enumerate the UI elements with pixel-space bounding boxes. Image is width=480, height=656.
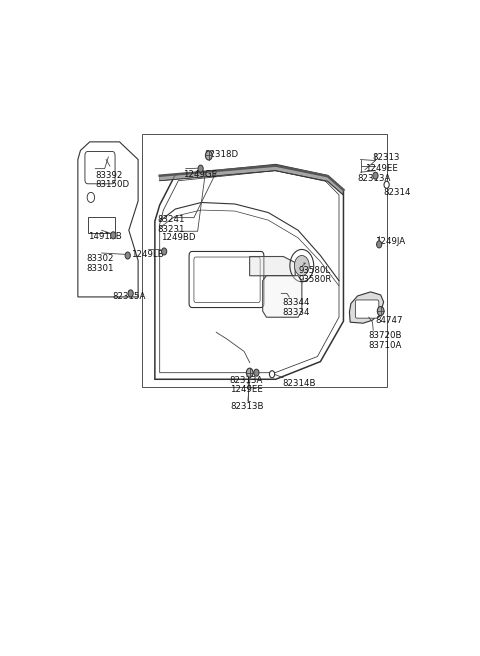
Polygon shape [349, 292, 384, 323]
Circle shape [110, 232, 116, 239]
Text: 82313: 82313 [372, 154, 400, 163]
Text: 82315A: 82315A [112, 292, 145, 301]
Text: 83302
83301: 83302 83301 [87, 254, 114, 273]
Circle shape [162, 248, 167, 255]
Circle shape [125, 252, 130, 259]
Circle shape [205, 151, 212, 160]
Text: 82318D: 82318D [204, 150, 239, 159]
Circle shape [377, 306, 384, 316]
Circle shape [377, 241, 382, 248]
Text: 82313B: 82313B [230, 402, 264, 411]
Text: 82313A: 82313A [229, 376, 263, 384]
Text: 82314B: 82314B [282, 379, 316, 388]
Bar [142, 134, 387, 387]
Circle shape [384, 181, 389, 188]
Text: 1249EE: 1249EE [229, 385, 263, 394]
Text: 82314: 82314 [384, 188, 411, 197]
Text: 83241
83231: 83241 83231 [157, 215, 185, 234]
Circle shape [373, 172, 378, 179]
Polygon shape [250, 256, 295, 276]
Text: 1491AB: 1491AB [88, 232, 122, 241]
Circle shape [254, 369, 259, 377]
Text: 84747: 84747 [375, 316, 403, 325]
Text: 82313A: 82313A [358, 174, 391, 182]
Circle shape [128, 290, 133, 297]
Text: 93580L
93580R: 93580L 93580R [298, 266, 332, 284]
Bar [88, 216, 115, 233]
Text: 83720B
83710A: 83720B 83710A [369, 331, 402, 350]
Circle shape [269, 371, 275, 378]
Text: 1249JA: 1249JA [375, 237, 406, 246]
Text: 1249EE: 1249EE [365, 164, 398, 173]
Circle shape [294, 256, 309, 276]
Text: 1249BD: 1249BD [161, 233, 196, 242]
Text: 83344
83334: 83344 83334 [282, 298, 310, 317]
Polygon shape [263, 276, 302, 317]
FancyBboxPatch shape [355, 300, 379, 318]
Text: 1249LB: 1249LB [131, 251, 163, 260]
Circle shape [198, 165, 203, 172]
Polygon shape [160, 165, 344, 195]
Circle shape [246, 368, 253, 377]
Text: 83392
83150D: 83392 83150D [96, 171, 130, 190]
Text: 1249GE: 1249GE [183, 170, 217, 178]
